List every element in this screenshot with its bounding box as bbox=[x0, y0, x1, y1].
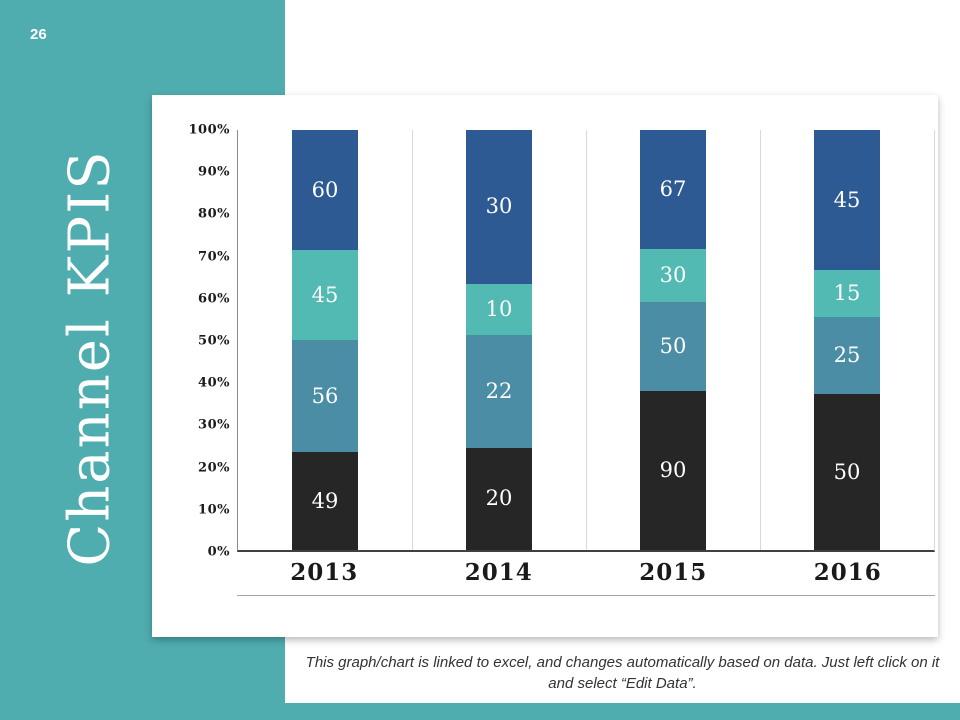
chart-panel: 100% 90% 80% 70% 60% 50% 40% 30% 20% 10% 0% 49 56 45… bbox=[152, 95, 938, 637]
x-axis-category-label: 2016 bbox=[813, 559, 882, 586]
bar-segment-value: 56 bbox=[311, 383, 339, 408]
y-axis-tick-label: 10% bbox=[198, 502, 230, 518]
bar-segment-2015[interactable]: 90 bbox=[640, 390, 706, 550]
y-axis-tick-label: 20% bbox=[198, 460, 230, 476]
stacked-bar-2013[interactable]: 49 56 45 60 bbox=[292, 130, 358, 550]
bar-segment-value: 22 bbox=[485, 378, 513, 403]
bar-segment-2016[interactable]: 25 bbox=[814, 316, 880, 395]
bar-segment-2014[interactable]: 22 bbox=[466, 334, 532, 448]
bar-segment-2016[interactable]: 15 bbox=[814, 270, 880, 317]
bar-segment-value: 25 bbox=[833, 343, 861, 368]
bar-segment-2015[interactable]: 30 bbox=[640, 248, 706, 302]
bar-segment-value: 60 bbox=[311, 177, 339, 202]
bar-segment-2014[interactable]: 10 bbox=[466, 283, 532, 335]
bar-segment-2014[interactable]: 20 bbox=[466, 447, 532, 550]
bar-segment-value: 20 bbox=[485, 486, 513, 511]
bar-segment-value: 10 bbox=[485, 296, 513, 321]
y-axis-tick-label: 40% bbox=[198, 375, 230, 391]
stacked-bar-2014[interactable]: 20 22 10 30 bbox=[466, 130, 532, 550]
bar-segment-value: 90 bbox=[659, 457, 687, 482]
bar-segment-2013[interactable]: 49 bbox=[292, 452, 358, 550]
y-axis-tick-label: 100% bbox=[188, 122, 230, 138]
chart-caption: This graph/chart is linked to excel, and… bbox=[305, 654, 940, 692]
slide-title: Channel KPIS bbox=[57, 149, 123, 567]
y-axis-tick-label: 50% bbox=[198, 333, 230, 349]
bar-segment-2016[interactable]: 45 bbox=[814, 130, 880, 271]
y-axis-tick-label: 60% bbox=[198, 291, 230, 307]
bar-segment-value: 45 bbox=[311, 282, 339, 307]
bar-segment-2015[interactable]: 67 bbox=[640, 130, 706, 249]
bar-segment-value: 45 bbox=[833, 187, 861, 212]
bar-segment-2016[interactable]: 50 bbox=[814, 394, 880, 550]
page-number: 26 bbox=[30, 26, 47, 43]
x-axis-labels: 2013 2014 2015 2016 bbox=[237, 554, 935, 596]
bar-segment-value: 30 bbox=[485, 194, 513, 219]
category-separator-line bbox=[586, 130, 587, 550]
y-axis-tick-label: 90% bbox=[198, 164, 230, 180]
bar-segment-value: 30 bbox=[659, 262, 687, 287]
x-axis-category-label: 2015 bbox=[639, 559, 708, 586]
bar-segment-value: 49 bbox=[311, 488, 339, 513]
bar-segment-2013[interactable]: 60 bbox=[292, 130, 358, 250]
bar-segment-2013[interactable]: 45 bbox=[292, 250, 358, 340]
y-axis-tick-label: 0% bbox=[207, 544, 230, 560]
category-separator-line bbox=[760, 130, 761, 550]
category-separator-line bbox=[412, 130, 413, 550]
bar-segment-2015[interactable]: 50 bbox=[640, 301, 706, 391]
y-axis-tick-label: 70% bbox=[198, 249, 230, 265]
y-axis-tick-label: 80% bbox=[198, 206, 230, 222]
bottom-accent-strip bbox=[0, 703, 960, 720]
bar-segment-value: 67 bbox=[659, 176, 687, 201]
bar-segment-2014[interactable]: 30 bbox=[466, 130, 532, 284]
y-axis-tick-label: 30% bbox=[198, 417, 230, 433]
stacked-bar-chart[interactable]: 49 56 45 60 20 22 10 30 90 50 30 67 50 25 15 45 bbox=[237, 130, 935, 552]
x-axis-category-label: 2013 bbox=[290, 559, 359, 586]
bar-segment-value: 50 bbox=[659, 333, 687, 358]
stacked-bar-2016[interactable]: 50 25 15 45 bbox=[814, 130, 880, 550]
bar-segment-value: 50 bbox=[833, 459, 861, 484]
bar-segment-value: 15 bbox=[833, 280, 861, 305]
x-axis-category-label: 2014 bbox=[464, 559, 533, 586]
bar-segment-2013[interactable]: 56 bbox=[292, 340, 358, 452]
stacked-bar-2015[interactable]: 90 50 30 67 bbox=[640, 130, 706, 550]
y-axis-labels: 100% 90% 80% 70% 60% 50% 40% 30% 20% 10% 0% bbox=[152, 123, 230, 560]
